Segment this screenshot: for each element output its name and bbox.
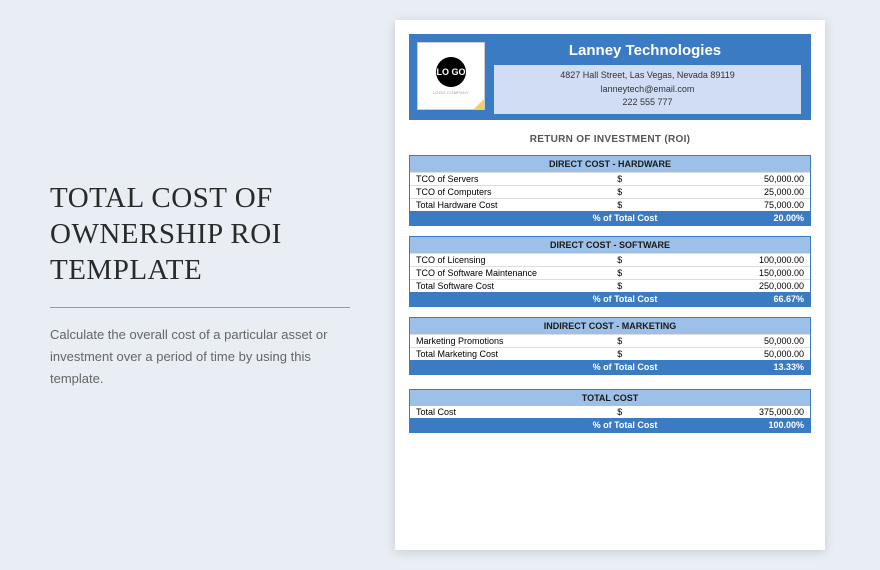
table-row: Marketing Promotions$50,000.00 — [410, 334, 810, 347]
row-currency: $ — [617, 200, 660, 210]
row-value: 50,000.00 — [660, 174, 804, 184]
table-row: Total Cost$375,000.00 — [410, 406, 810, 418]
row-label: Total Marketing Cost — [416, 349, 617, 359]
template-subtitle: Calculate the overall cost of a particul… — [50, 324, 350, 390]
company-email: lanneytech@email.com — [502, 83, 793, 97]
row-value: 50,000.00 — [660, 336, 804, 346]
pct-row: % of Total Cost13.33% — [410, 360, 810, 374]
row-label: TCO of Software Maintenance — [416, 268, 617, 278]
pct-label: % of Total Cost — [416, 362, 734, 372]
row-currency: $ — [617, 174, 660, 184]
company-address: 4827 Hall Street, Las Vegas, Nevada 8911… — [502, 69, 793, 83]
row-value: 250,000.00 — [660, 281, 804, 291]
section-header: INDIRECT COST - MARKETING — [410, 318, 810, 334]
roi-title: RETURN OF INVESTMENT (ROI) — [409, 120, 811, 155]
document-preview: LO GO LOGO COMPANY Lanney Technologies 4… — [395, 20, 825, 550]
table-row: Total Hardware Cost$75,000.00 — [410, 198, 810, 211]
row-label: Total Cost — [416, 407, 617, 417]
company-info: 4827 Hall Street, Las Vegas, Nevada 8911… — [494, 65, 801, 114]
cost-section: DIRECT COST - SOFTWARETCO of Licensing$1… — [409, 236, 811, 307]
row-value: 50,000.00 — [660, 349, 804, 359]
row-value: 150,000.00 — [660, 268, 804, 278]
total-header: TOTAL COST — [410, 390, 810, 406]
pct-row: % of Total Cost66.67% — [410, 292, 810, 306]
row-value: 75,000.00 — [660, 200, 804, 210]
cost-section: INDIRECT COST - MARKETINGMarketing Promo… — [409, 317, 811, 375]
pct-value: 13.33% — [734, 362, 804, 372]
row-label: TCO of Licensing — [416, 255, 617, 265]
row-currency: $ — [617, 349, 660, 359]
row-value: 100,000.00 — [660, 255, 804, 265]
table-row: TCO of Software Maintenance$150,000.00 — [410, 266, 810, 279]
total-pct-row: % of Total Cost 100.00% — [410, 418, 810, 432]
row-label: Total Software Cost — [416, 281, 617, 291]
row-value: 25,000.00 — [660, 187, 804, 197]
table-row: TCO of Servers$50,000.00 — [410, 172, 810, 185]
row-currency: $ — [617, 407, 660, 417]
row-label: TCO of Computers — [416, 187, 617, 197]
row-label: Total Hardware Cost — [416, 200, 617, 210]
row-currency: $ — [617, 255, 660, 265]
section-header: DIRECT COST - HARDWARE — [410, 156, 810, 172]
table-row: Total Software Cost$250,000.00 — [410, 279, 810, 292]
table-row: TCO of Computers$25,000.00 — [410, 185, 810, 198]
pct-label: % of Total Cost — [416, 294, 734, 304]
pct-label: % of Total Cost — [416, 420, 734, 430]
total-pct-value: 100.00% — [734, 420, 804, 430]
pct-label: % of Total Cost — [416, 213, 734, 223]
row-value: 375,000.00 — [660, 407, 804, 417]
row-label: Marketing Promotions — [416, 336, 617, 346]
section-header: DIRECT COST - SOFTWARE — [410, 237, 810, 253]
row-currency: $ — [617, 268, 660, 278]
row-currency: $ — [617, 281, 660, 291]
company-phone: 222 555 777 — [502, 96, 793, 110]
header-banner: LO GO LOGO COMPANY Lanney Technologies 4… — [409, 34, 811, 120]
pct-row: % of Total Cost20.00% — [410, 211, 810, 225]
row-currency: $ — [617, 187, 660, 197]
left-panel: TOTAL COST OF OWNERSHIP ROI TEMPLATE Cal… — [0, 180, 390, 390]
logo-fold-icon — [474, 99, 484, 109]
cost-section: DIRECT COST - HARDWARETCO of Servers$50,… — [409, 155, 811, 226]
row-label: TCO of Servers — [416, 174, 617, 184]
row-currency: $ — [617, 336, 660, 346]
table-row: Total Marketing Cost$50,000.00 — [410, 347, 810, 360]
table-row: TCO of Licensing$100,000.00 — [410, 253, 810, 266]
logo-icon: LO GO — [436, 57, 466, 87]
template-title: TOTAL COST OF OWNERSHIP ROI TEMPLATE — [50, 180, 350, 308]
pct-value: 66.67% — [734, 294, 804, 304]
logo-subtext: LOGO COMPANY — [433, 90, 469, 95]
total-section: TOTAL COST Total Cost$375,000.00 % of To… — [409, 389, 811, 433]
pct-value: 20.00% — [734, 213, 804, 223]
company-logo: LO GO LOGO COMPANY — [417, 42, 485, 110]
